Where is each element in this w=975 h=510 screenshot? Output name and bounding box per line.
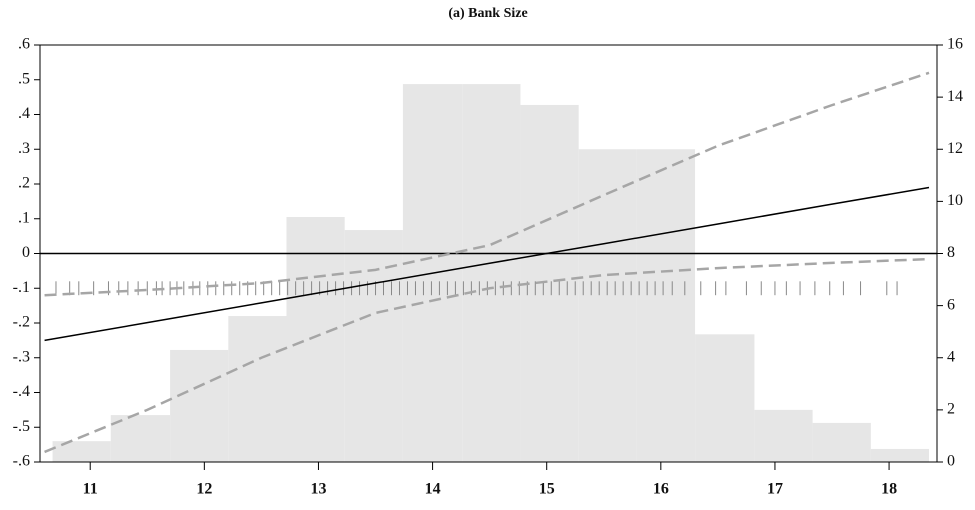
x-tick-label: 11 (83, 481, 98, 498)
x-tick-label: 16 (653, 481, 669, 498)
histogram-bar (636, 149, 696, 462)
histogram-bar (462, 84, 521, 462)
histogram-bar (286, 217, 345, 462)
y2-tick-label: 14 (947, 88, 963, 105)
y-tick-label: .1 (18, 209, 30, 226)
histogram-bar (870, 448, 930, 462)
y-tick-label: -.3 (13, 348, 30, 365)
y2-tick-label: 2 (947, 401, 955, 418)
histogram-bar (812, 422, 871, 462)
x-tick-label: 17 (767, 481, 783, 498)
y-tick-label: -.4 (13, 383, 30, 400)
confidence-band (44, 257, 930, 454)
y-tick-label: -.6 (13, 453, 30, 470)
y2-tick-label: 16 (947, 36, 963, 53)
chart-title: (a) Bank Size (448, 6, 527, 21)
x-tick-label: 14 (425, 481, 441, 498)
y-tick-label: .2 (18, 175, 30, 192)
y2-tick-label: 12 (947, 140, 963, 157)
histogram-bar (228, 316, 287, 462)
y2-tick-label: 6 (947, 296, 955, 313)
y-tick-label: -.1 (13, 279, 30, 296)
y-tick-label: 0 (22, 244, 30, 261)
y-tick-label: -.2 (13, 314, 30, 331)
marginal-effect-line (44, 186, 930, 342)
y-tick-label: -.5 (13, 418, 30, 435)
confidence-band (44, 71, 930, 297)
x-tick-label: 13 (310, 481, 326, 498)
histogram-bar (520, 104, 579, 462)
histogram-bar (695, 334, 755, 462)
histogram-bar (754, 409, 813, 462)
y2-tick-label: 8 (947, 244, 955, 261)
x-tick-label: 18 (881, 481, 897, 498)
y2-tick-label: 0 (947, 453, 955, 470)
y-tick-label: .3 (18, 140, 30, 157)
histogram-bar (344, 230, 403, 462)
y-tick-label: .4 (18, 105, 30, 122)
y-tick-label: .5 (18, 70, 30, 87)
y-tick-label: .6 (18, 36, 30, 53)
y2-tick-label: 4 (947, 348, 955, 365)
x-tick-label: 15 (539, 481, 555, 498)
histogram-bar (578, 149, 637, 462)
histogram-bar (110, 415, 171, 462)
histogram-bar (52, 441, 111, 462)
histogram-bar (170, 349, 229, 462)
x-tick-label: 12 (196, 481, 212, 498)
y2-tick-label: 10 (947, 192, 963, 209)
